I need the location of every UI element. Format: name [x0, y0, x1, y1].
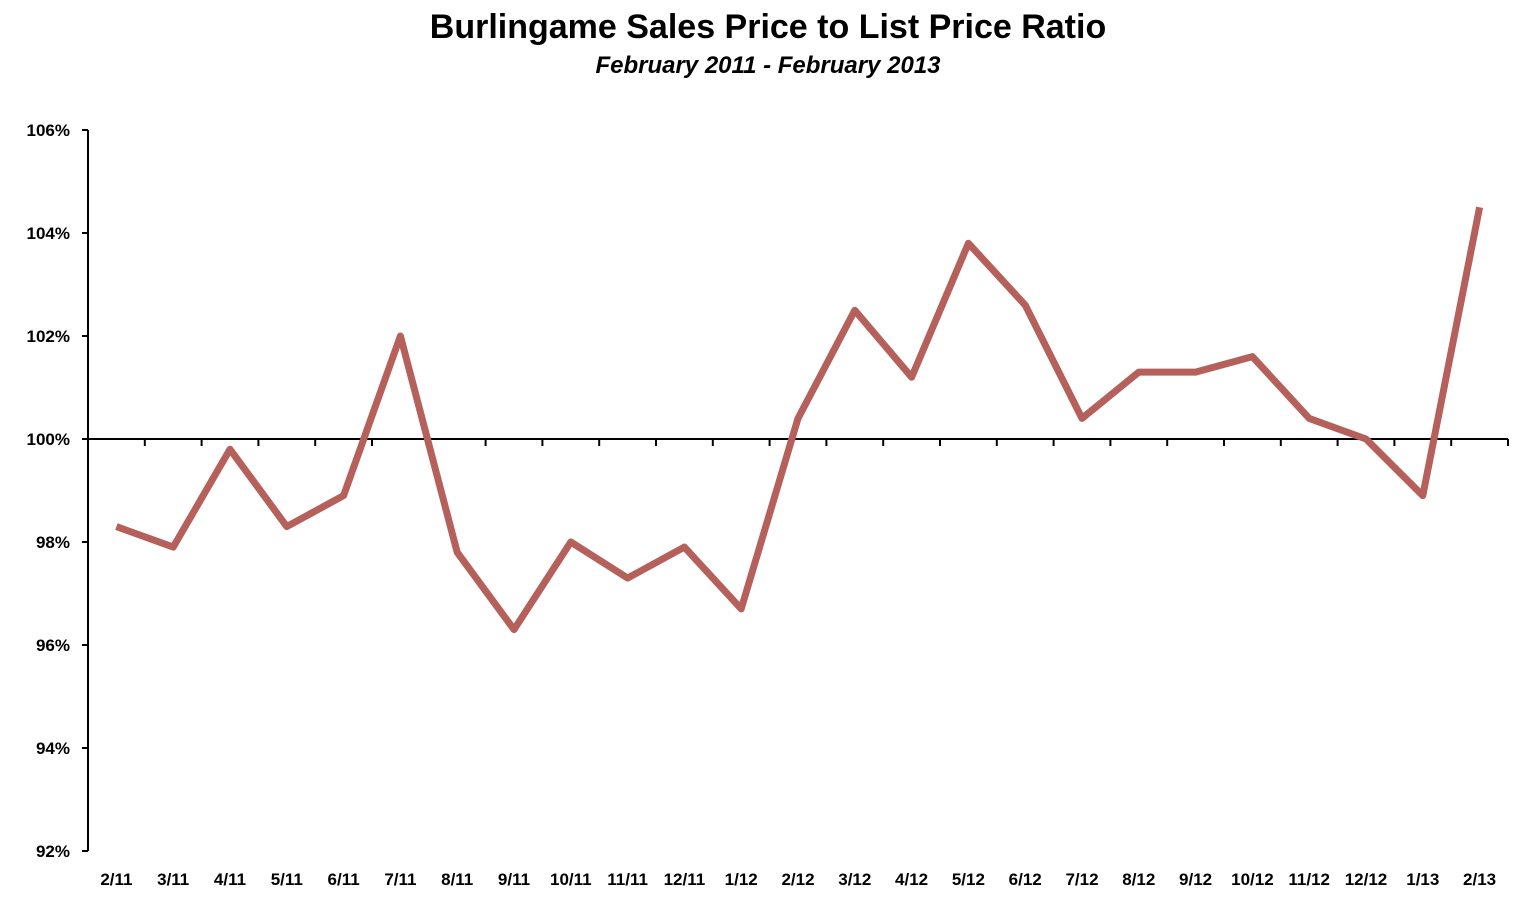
x-tick-label: 5/12	[952, 870, 985, 889]
x-tick-label: 7/11	[384, 870, 416, 889]
x-tick-label: 4/11	[214, 870, 246, 889]
x-tick-label: 3/11	[157, 870, 189, 889]
x-tick-label: 9/12	[1179, 870, 1212, 889]
y-tick-label: 96%	[36, 636, 70, 655]
x-tick-label: 8/12	[1122, 870, 1155, 889]
x-tick-label: 1/13	[1406, 870, 1439, 889]
x-tick-label: 12/12	[1345, 870, 1388, 889]
y-tick-label: 102%	[27, 327, 70, 346]
x-tick-label: 7/12	[1065, 870, 1098, 889]
y-tick-label: 100%	[27, 430, 70, 449]
x-tick-label: 6/12	[1009, 870, 1042, 889]
x-tick-label: 4/12	[895, 870, 928, 889]
x-tick-label: 1/12	[725, 870, 758, 889]
x-tick-label: 3/12	[838, 870, 871, 889]
x-tick-label: 2/11	[100, 870, 132, 889]
x-tick-label: 9/11	[498, 870, 530, 889]
x-tick-label: 11/11	[607, 870, 648, 889]
y-tick-label: 92%	[36, 842, 70, 861]
x-axis: 2/11 3/11 4/11 5/11 6/11 7/11 8/11 9/11 10/11 11/…	[87, 438, 1509, 889]
chart-subtitle: February 2011 - February 2013	[595, 52, 941, 79]
y-axis: 92% 94% 96% 98% 100% 102% 104% 106%	[27, 121, 89, 861]
x-tick-label: 6/11	[328, 870, 360, 889]
x-tick-label: 10/11	[550, 870, 592, 889]
y-tick-label: 106%	[27, 121, 70, 140]
chart-title: Burlingame Sales Price to List Price Rat…	[429, 8, 1107, 46]
x-tick-label: 12/11	[664, 870, 706, 889]
x-tick-label: 5/11	[271, 870, 303, 889]
y-tick-label: 104%	[27, 224, 70, 243]
x-tick-label: 11/12	[1288, 870, 1330, 889]
x-tick-label: 8/11	[441, 870, 473, 889]
x-tick-label: 2/13	[1463, 870, 1496, 889]
y-tick-label: 98%	[36, 533, 70, 552]
y-tick-label: 94%	[36, 739, 70, 758]
x-tick-label: 2/12	[781, 870, 814, 889]
x-tick-label: 10/12	[1231, 870, 1274, 889]
series	[115, 206, 1484, 634]
